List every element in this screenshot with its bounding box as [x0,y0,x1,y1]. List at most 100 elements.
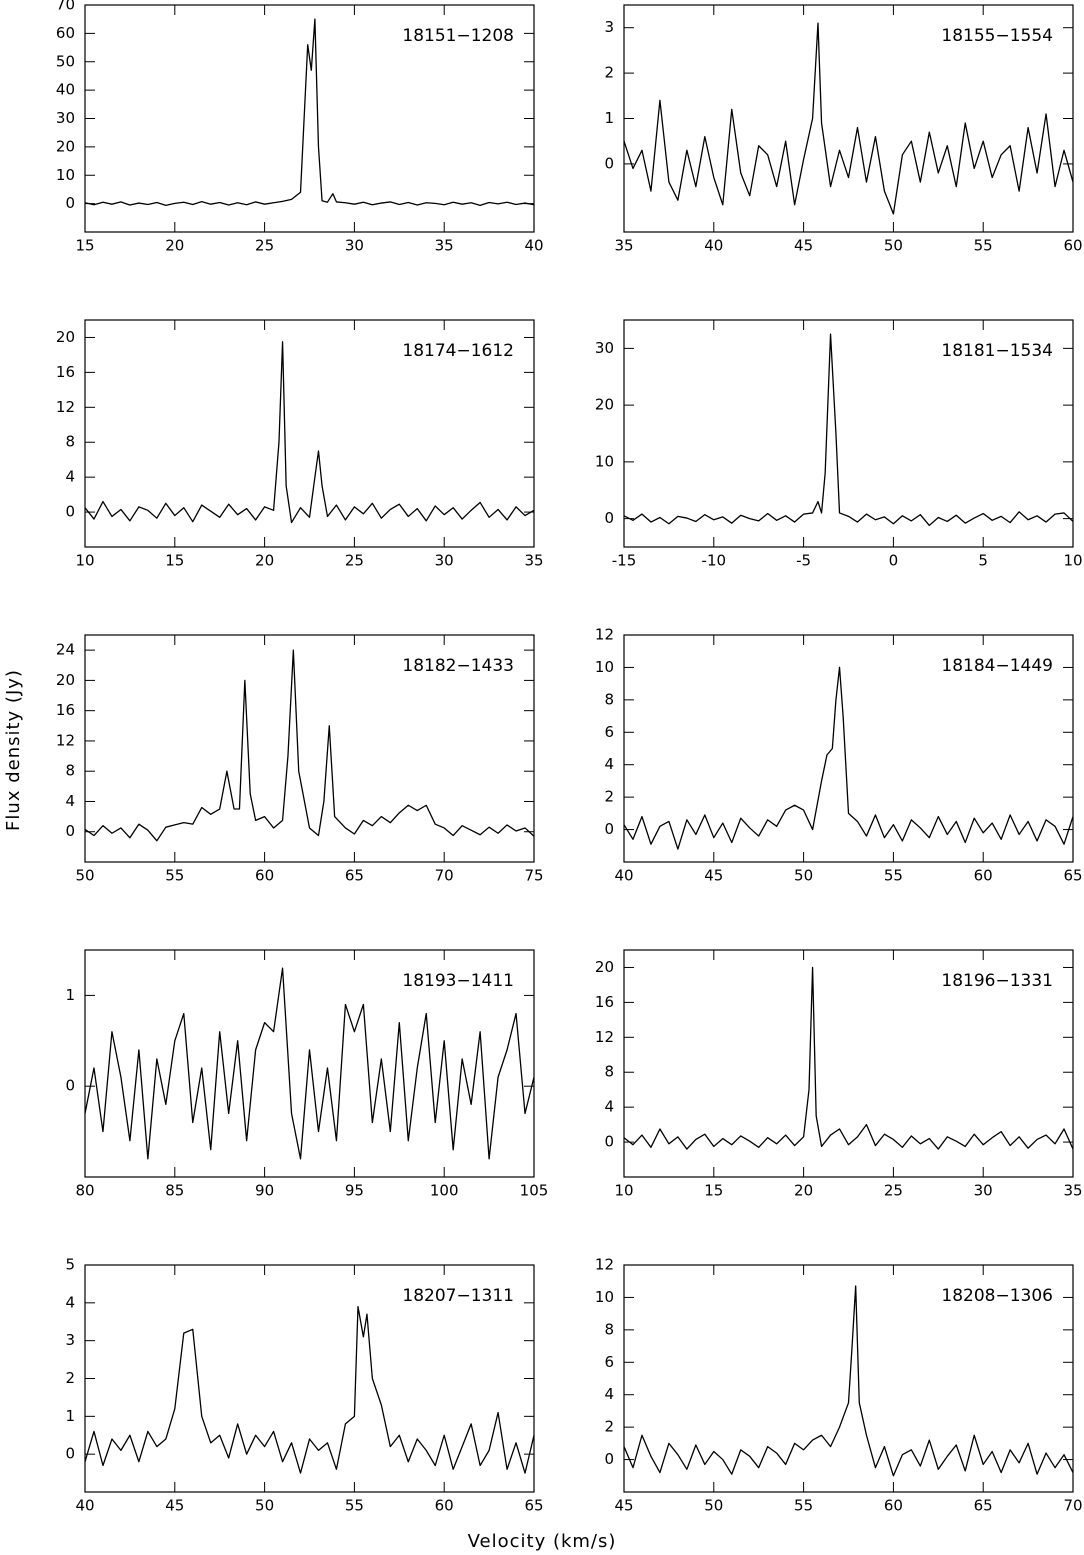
y-tick-label: 70 [56,0,75,14]
y-tick-label: 3 [604,18,614,36]
x-tick-label: 40 [524,237,543,255]
y-tick-label: 2 [604,788,614,806]
panel-frame [84,949,535,1178]
x-tick-label: 20 [255,552,274,570]
y-tick-label: 0 [65,1077,75,1095]
x-axis-label: Velocity (km/s) [468,1531,617,1552]
y-tick-label: 40 [56,81,75,99]
y-tick-label: 4 [604,1098,614,1116]
y-tick-label: 8 [65,433,75,451]
spectrum-line [623,666,1074,850]
x-tick-label: 10 [75,552,94,570]
panel-title: 18184−1449 [941,656,1053,676]
y-tick-label: 50 [56,52,75,70]
x-tick-label: 35 [435,237,454,255]
y-tick-label: 2 [604,64,614,82]
y-tick-label: 0 [604,1450,614,1468]
y-tick-label: 10 [595,1288,614,1306]
y-tick-label: 1 [65,986,75,1004]
y-tick-label: 0 [65,1445,75,1463]
panel-title: 18174−1612 [402,341,514,361]
y-tick-label: 12 [595,626,614,644]
x-tick-label: 55 [974,237,993,255]
x-tick-label: 60 [1063,237,1082,255]
x-tick-label: 65 [974,1497,993,1515]
y-tick-label: 3 [65,1331,75,1349]
y-tick-label: 8 [604,690,614,708]
x-tick-label: 35 [524,552,543,570]
panel-title: 18208−1306 [941,1286,1053,1306]
panel-title: 18155−1554 [941,26,1053,46]
y-tick-label: 60 [56,24,75,42]
panel-title: 18151−1208 [402,26,514,46]
x-tick-label: 10 [1063,552,1082,570]
x-tick-label: 50 [704,1497,723,1515]
panel-title: 18196−1331 [941,971,1053,991]
y-tick-label: 12 [56,731,75,749]
x-tick-label: 60 [255,867,274,885]
y-tick-label: 0 [604,1133,614,1151]
x-tick-label: 105 [520,1182,549,1200]
x-tick-label: 20 [794,1182,813,1200]
x-tick-label: 25 [255,237,274,255]
x-tick-label: 50 [255,1497,274,1515]
x-tick-label: 15 [704,1182,723,1200]
x-tick-label: 40 [704,237,723,255]
x-tick-label: 35 [614,237,633,255]
x-tick-label: 60 [435,1497,454,1515]
y-tick-label: 16 [56,363,75,381]
x-tick-label: 60 [974,867,993,885]
x-tick-label: 80 [75,1182,94,1200]
panel-title: 18181−1534 [941,341,1053,361]
y-tick-label: 16 [56,701,75,719]
x-tick-label: 75 [524,867,543,885]
x-tick-label: 25 [884,1182,903,1200]
x-tick-label: 45 [165,1497,184,1515]
y-tick-label: 12 [595,1256,614,1274]
x-tick-label: 25 [345,552,364,570]
y-tick-label: 8 [604,1320,614,1338]
y-tick-label: 8 [65,762,75,780]
y-tick-label: 30 [595,339,614,357]
x-tick-label: 50 [75,867,94,885]
x-tick-label: 45 [704,867,723,885]
spectrum-line [623,966,1074,1150]
x-tick-label: 65 [1063,867,1082,885]
spectrum-line [84,341,535,524]
y-tick-label: 4 [65,792,75,810]
y-tick-label: 20 [56,671,75,689]
x-tick-label: 65 [345,867,364,885]
x-tick-label: 95 [345,1182,364,1200]
y-tick-label: 6 [604,1353,614,1371]
x-tick-label: 55 [165,867,184,885]
x-tick-label: 30 [974,1182,993,1200]
x-tick-label: 20 [165,237,184,255]
x-tick-label: 55 [794,1497,813,1515]
y-tick-label: 0 [604,509,614,527]
spectrum-line [623,22,1074,215]
x-tick-label: 30 [435,552,454,570]
x-tick-label: 70 [1063,1497,1082,1515]
y-tick-label: 2 [604,1418,614,1436]
y-tick-label: 20 [595,396,614,414]
x-tick-label: 10 [614,1182,633,1200]
spectrum-line [84,649,535,842]
panel-title: 18207−1311 [402,1286,514,1306]
y-tick-label: 20 [595,958,614,976]
y-tick-label: 4 [65,1293,75,1311]
x-tick-label: 45 [794,237,813,255]
y-tick-label: 4 [604,1385,614,1403]
y-tick-label: 2 [65,1369,75,1387]
spectrum-line [84,1305,535,1474]
x-tick-label: 15 [165,552,184,570]
x-tick-label: 65 [524,1497,543,1515]
panel-title: 18182−1433 [402,656,514,676]
x-tick-label: 50 [884,237,903,255]
y-tick-label: 4 [65,468,75,486]
y-tick-label: 0 [65,503,75,521]
y-tick-label: 1 [65,1407,75,1425]
x-tick-label: 15 [75,237,94,255]
x-tick-label: 0 [889,552,899,570]
y-tick-label: 20 [56,137,75,155]
